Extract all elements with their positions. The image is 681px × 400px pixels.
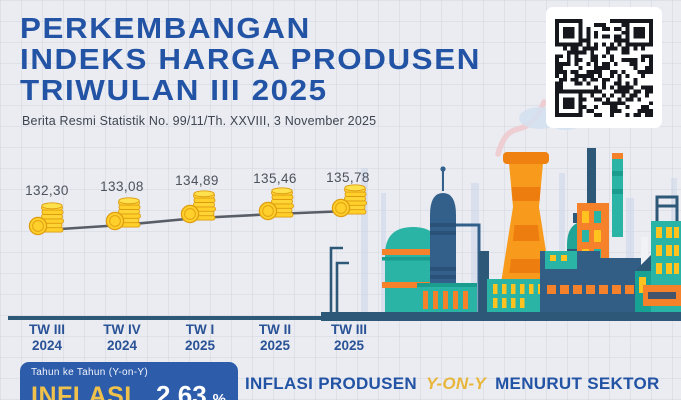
section-heading-highlight: Y-ON-Y [426, 374, 487, 393]
right-teal-building [635, 195, 681, 312]
chimney-striped [612, 153, 623, 237]
x-tick-label: TW III 2024 [29, 322, 65, 353]
x-tick-label: TW III 2025 [331, 322, 367, 353]
chimney-dark [587, 148, 596, 214]
coin-stack-icon [180, 190, 217, 224]
support-pillar [479, 251, 489, 312]
factory-illustration [321, 148, 681, 321]
section-heading-tail: MENURUT SEKTOR [495, 374, 660, 393]
inflation-value: 2,63 [156, 380, 207, 400]
qr-card [546, 7, 662, 128]
title-line-3: TRIWULAN III 2025 [20, 75, 328, 107]
section-heading: INFLASI PRODUSEN Y-ON-Y MENURUT SEKTOR [245, 374, 675, 394]
ground-line [321, 312, 681, 321]
pipe-structure [329, 246, 349, 312]
slotted-building [417, 283, 477, 312]
data-label: 135,78 [326, 170, 370, 185]
inflation-unit: % [212, 391, 226, 400]
title-line-1: PERKEMBANGAN [20, 13, 311, 45]
x-tick-label: TW II 2025 [258, 322, 292, 353]
qr-code [555, 18, 653, 117]
inflation-period-label: Tahun ke Tahun (Y-on-Y) [31, 367, 148, 378]
inflation-label: INFLASI [31, 382, 132, 400]
data-label: 134,89 [175, 173, 219, 188]
title-line-2: INDEKS HARGA PRODUSEN [20, 44, 481, 76]
page-title: PERKEMBANGAN INDEKS HARGA PRODUSEN TRIWU… [20, 14, 625, 107]
wide-dark-building [540, 251, 641, 312]
cooling-tower [501, 152, 551, 283]
data-label: 135,46 [253, 171, 297, 186]
coin-stack-icon [28, 202, 65, 236]
inflation-highlight-box: Tahun ke Tahun (Y-on-Y) INFLASI 2,63 % [20, 362, 238, 400]
coin-stack-icon [258, 187, 295, 221]
x-tick-label: TW IV 2024 [103, 322, 141, 353]
release-subtitle: Berita Resmi Statistik No. 99/11/Th. XXV… [22, 114, 377, 128]
data-label: 133,08 [100, 179, 144, 194]
x-tick-label: TW I 2025 [184, 322, 216, 353]
coin-stack-icon [105, 197, 142, 231]
x-axis-line [8, 316, 348, 320]
section-heading-lead: INFLASI PRODUSEN [245, 374, 417, 393]
data-label: 132,30 [25, 183, 69, 198]
